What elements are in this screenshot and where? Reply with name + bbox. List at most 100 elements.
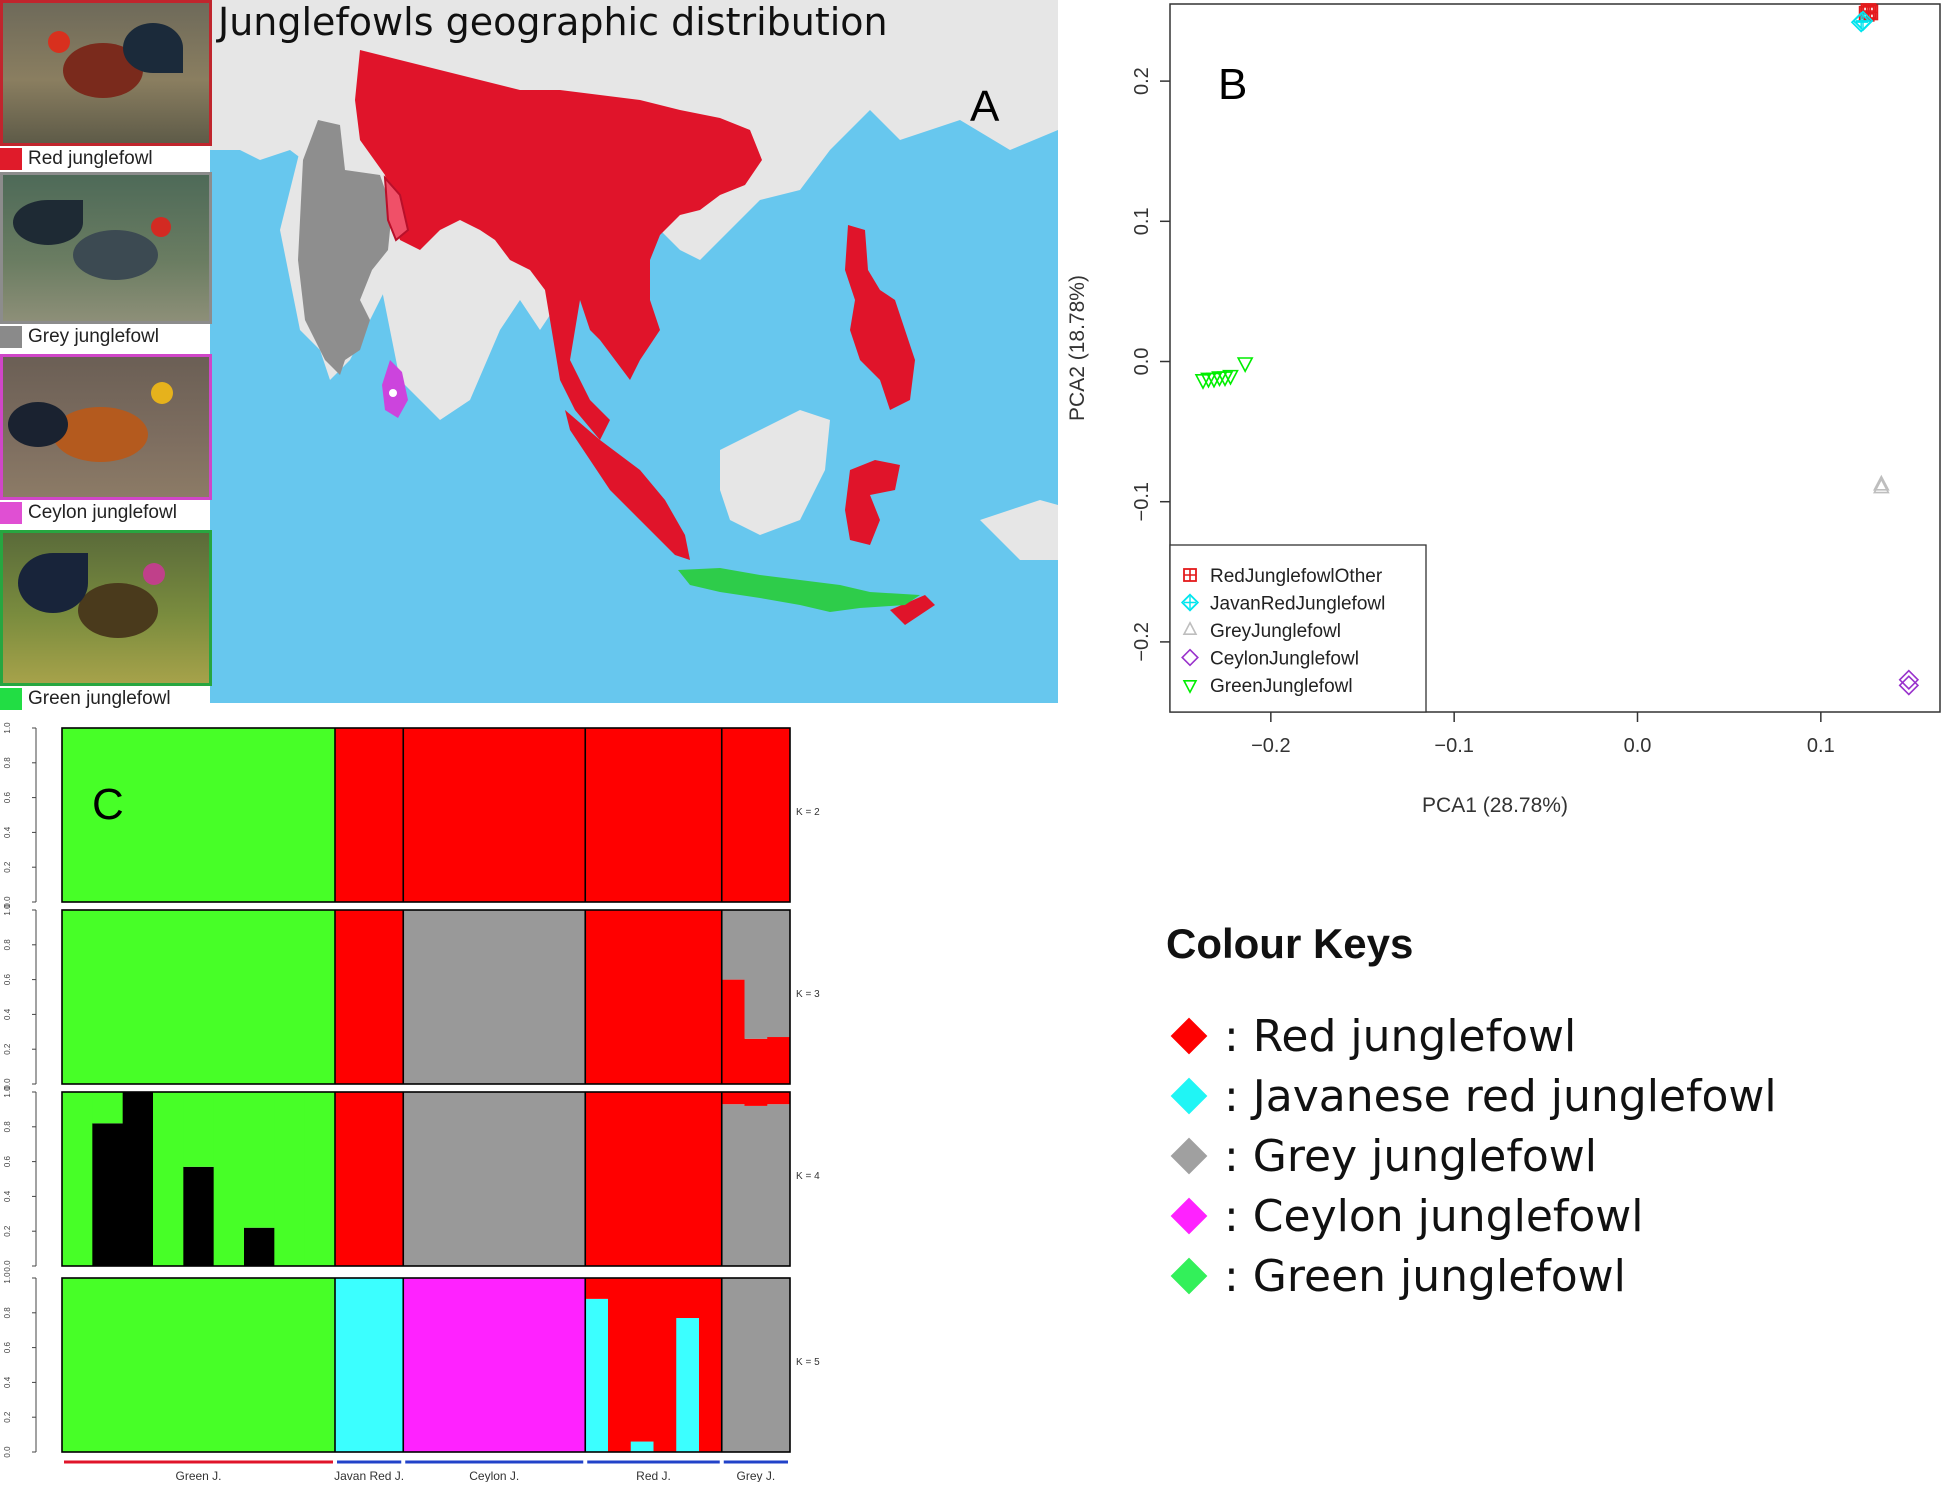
map-title: Junglefowls geographic distribution [218,0,888,44]
admixture-bar-cyan [585,1298,609,1452]
k-row-y-tick-label: 0.0 [3,896,12,908]
k-label: K = 2 [796,807,820,818]
legend-label: GreenJunglefowl [1210,676,1353,697]
admixture-bar-red [721,979,745,1084]
k-row-4: 0.0 0.2 0.4 0.6 0.8 1.0 K = 4 [3,1086,820,1272]
bird-label-green-text: Green junglefowl [28,688,171,709]
admixture-bar-red [744,1092,768,1106]
k-row-y-tick-label: 1.0 [3,722,12,734]
admixture-bar-green [62,728,336,902]
colour-key-label: : Javanese red junglefowl [1224,1070,1777,1122]
pca-legend-box [1169,544,1427,713]
bird-label-ceylon: Ceylon junglefowl [0,500,212,526]
map-land-borneo [720,410,830,535]
grey-junglefowl-photo [0,172,212,324]
k-row-y-tick-label: 1.0 [3,1272,12,1284]
legend-swatch-green [0,688,22,710]
map-range-grey [298,120,392,375]
colour-key-grey: : Grey junglefowl [1166,1126,1926,1186]
colour-key-label: : Ceylon junglefowl [1224,1190,1644,1242]
admixture-bar-green [183,1092,215,1167]
bird-label-grey-text: Grey junglefowl [28,326,159,347]
y-axis-label: PCA2 (18.78%) [1066,275,1089,421]
admixture-bar-green [304,1092,336,1266]
k-row-y-tick-label: 0.6 [3,1341,12,1353]
admixture-bar-red [676,1278,700,1319]
k-label: K = 5 [796,1357,820,1368]
panel-letter-a: A [970,82,1000,131]
population-label: Javan Red J. [334,1469,404,1482]
pca-points [1194,3,1920,696]
admixture-bar-red [608,1278,632,1452]
admixture-bar-green [62,1278,336,1452]
rooster-head-grey [151,217,171,237]
x-axis-label: PCA1 (28.78%) [1422,794,1568,817]
admixture-bar-cyan [676,1318,700,1452]
admixture-bar-green [213,1092,245,1266]
map-range-red-mainland [355,50,762,440]
map-range-red-philippines [845,225,915,410]
colour-key-label: : Green junglefowl [1224,1250,1626,1302]
k-row-y-tick-label: 0.2 [3,1043,12,1055]
admixture-bar-green [274,1092,306,1266]
admixture-bar-grey [721,1104,745,1266]
bird-label-ceylon-text: Ceylon junglefowl [28,502,177,523]
legend-marker [1180,593,1200,612]
pca-point-greenjunglefowl [1222,369,1239,386]
map-range-ceylon [382,360,408,418]
panel-b-pca: −0.2 −0.1 0.0 0.1 −0.2 −0.1 0.0 0.1 0.2 PCA1 (28.… [1060,0,1946,830]
y-tick-label: 0.2 [1131,67,1153,95]
map-ceylon-dot [389,389,397,397]
k-row-2: 0.0 0.2 0.4 0.6 0.8 1.0 K = 2 [3,722,820,908]
colour-key-javanese: : Javanese red junglefowl [1166,1066,1926,1126]
k-row-y-tick-label: 0.8 [3,1121,12,1133]
legend-label: GreyJunglefowl [1210,621,1341,642]
admixture-bar-green [62,1092,93,1266]
colour-key-ceylon: : Ceylon junglefowl [1166,1186,1926,1246]
diamond-icon [1170,1077,1208,1115]
population-label: Grey J. [737,1469,776,1482]
k-row-y-tick-label: 0.6 [3,791,12,803]
legend-swatch-grey [0,326,22,348]
legend-label: RedJunglefowlOther [1210,566,1383,587]
k-row-y-tick-label: 0.2 [3,861,12,873]
red-junglefowl-photo [0,0,212,146]
k-row-y-tick-label: 0.2 [3,1411,12,1423]
x-tick-label: −0.2 [1251,735,1290,757]
diamond-icon [1170,1137,1208,1175]
k-row-y-tick-label: 0.0 [3,1078,12,1090]
ceylon-junglefowl-photo [0,354,212,500]
admixture-bar-green [153,1092,184,1266]
colour-keys-title: Colour Keys [1166,920,1414,967]
pca-point-javanredjunglefowl [1852,10,1874,32]
legend-marker [1183,568,1197,582]
rooster-body-grey [73,230,158,280]
pca-scatter-plot: −0.2 −0.1 0.0 0.1 −0.2 −0.1 0.0 0.1 0.2 PCA1 (28.… [1066,3,1941,817]
map-land-newguinea [980,500,1058,560]
admixture-bar-cyan [630,1441,654,1452]
admixture-bar-grey [721,1278,791,1452]
rooster-body-green [78,583,158,638]
k-row-frame [61,1091,791,1267]
admixture-bar-red [335,1092,404,1266]
bird-card-green: Green junglefowl [0,530,212,712]
legend-marker [1182,621,1198,635]
k-row-y-tick-label: 0.8 [3,1307,12,1319]
k-row-y-tick-label: 0.6 [3,973,12,985]
rooster-head-red [48,31,70,53]
admixture-bar-grey [721,910,745,980]
rooster-head-green [143,563,165,585]
bird-card-grey: Grey junglefowl [0,172,212,350]
admixture-bar-black [122,1092,154,1266]
k-row-y-tick-label: 0.4 [3,1190,12,1202]
k-row-y-tick-label: 0.4 [3,1376,12,1388]
admixture-bar-black [92,1123,124,1266]
rooster-tail-green [18,553,88,613]
green-junglefowl-photo [0,530,212,686]
admixture-bar-grey [744,910,768,1039]
y-tick-label: −0.1 [1131,482,1153,521]
k-row-y-tick-label: 1.0 [3,904,12,916]
k-row-y-tick-label: 0.4 [3,826,12,838]
k-row-y-tick-label: 0.8 [3,939,12,951]
bird-label-red: Red junglefowl [0,146,212,172]
